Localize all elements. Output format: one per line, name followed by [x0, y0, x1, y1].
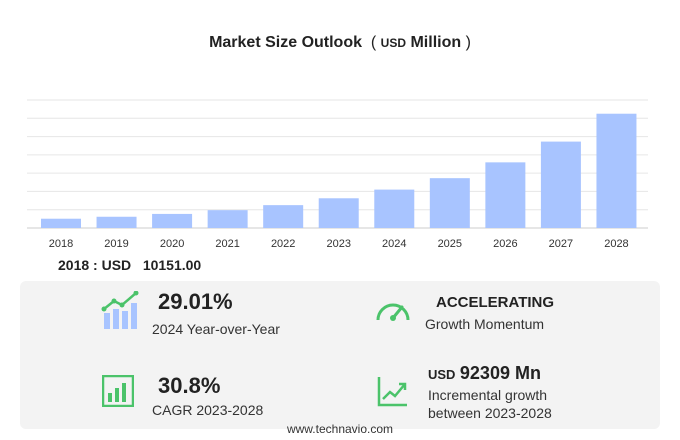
stats-panel: 29.01% 2024 Year-over-Year ACCELERATING …: [20, 281, 660, 429]
x-tick-label: 2028: [604, 238, 628, 250]
yoy-label: 2024 Year-over-Year: [152, 321, 280, 337]
bar-2022: [263, 205, 304, 228]
chart-title: Market Size Outlook ( USD Million ): [0, 34, 680, 52]
cagr-value: 30.8%: [158, 373, 221, 398]
bar-2024: [374, 189, 415, 228]
base-year-value: 2018 : USD 10151.00: [58, 257, 201, 273]
footer-url[interactable]: www.technavio.com: [286, 422, 394, 436]
bar-2021: [207, 210, 248, 228]
growth-bars-icon: [101, 291, 139, 329]
x-tick-label: 2019: [104, 238, 128, 250]
bar-2025: [429, 178, 470, 228]
base-year-number: 10151.00: [142, 257, 202, 273]
x-tick-label: 2025: [438, 238, 462, 250]
base-year-label: 2018 : USD: [58, 257, 132, 273]
speedometer-icon: [376, 303, 410, 321]
x-tick-label: 2020: [160, 238, 184, 250]
bar-2026: [485, 162, 526, 228]
bar-2028: [596, 113, 637, 228]
momentum-value: ACCELERATING: [436, 294, 555, 311]
bar-chart: 2018 2019 2020 2021 2022 2023 2024 2025 2026 2027…: [27, 99, 648, 250]
x-tick-label: 2027: [549, 238, 573, 250]
incremental-number: 92309 Mn: [459, 363, 541, 383]
title-unit: USD: [380, 36, 407, 50]
bar-2023: [318, 198, 359, 228]
bars-group: [41, 113, 637, 228]
x-axis-labels: 2018 2019 2020 2021 2022 2023 2024 2025 2026 2027…: [49, 238, 629, 250]
x-tick-label: 2022: [271, 238, 295, 250]
title-paren-close: ): [465, 34, 471, 51]
cagr-label: CAGR 2023-2028: [152, 402, 264, 418]
incremental-label-1: Incremental growth: [428, 387, 548, 403]
trend-line-icon: [377, 377, 407, 407]
x-tick-label: 2023: [326, 238, 350, 250]
x-tick-label: 2026: [493, 238, 517, 250]
bar-2027: [540, 141, 581, 228]
bar-2019: [96, 216, 137, 228]
incremental-label-2: between 2023-2028: [428, 405, 552, 421]
x-tick-label: 2018: [49, 238, 73, 250]
momentum-label: Growth Momentum: [425, 316, 545, 332]
incremental-unit: USD: [428, 367, 456, 382]
title-main: Market Size Outlook: [209, 34, 362, 51]
yoy-value: 29.01%: [158, 289, 233, 314]
incremental-value: USD 92309 Mn: [428, 363, 541, 384]
bar-chart-icon: [102, 375, 134, 407]
bar-2020: [152, 213, 193, 228]
x-tick-label: 2024: [382, 238, 406, 250]
title-unit-word: Million: [410, 34, 462, 51]
title-paren-open: (: [370, 34, 377, 51]
x-tick-label: 2021: [215, 238, 239, 250]
bar-2018: [41, 218, 81, 228]
